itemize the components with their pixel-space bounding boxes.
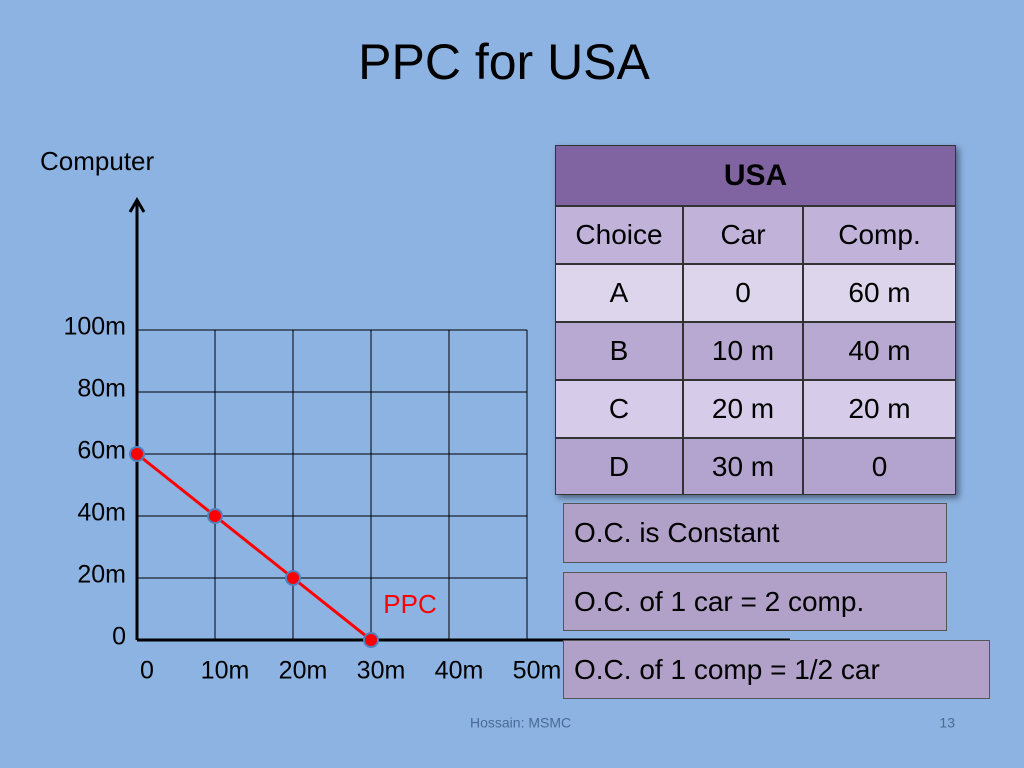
x-tick-label: 20m [279,657,328,685]
page-number: 13 [939,715,955,731]
table-cell: 0 [683,264,803,322]
y-tick-label: 0 [112,623,126,651]
y-axis-label: Computer [40,146,154,176]
y-tick-label: 40m [77,499,126,527]
table-cell: D [555,438,683,495]
table-cell: A [555,264,683,322]
x-tick-label: 30m [357,657,406,685]
data-point [207,508,223,524]
table-cell: 0 [803,438,956,495]
note-box: O.C. is Constant [563,503,947,563]
y-tick-label: 100m [63,313,126,341]
table: USA Choice Car Comp. A 0 60 m B 10 m 40 m C 20 m 20 … [555,145,956,495]
series-label: PPC [383,589,436,619]
table-header-cell: Choice [555,206,683,264]
data-point [363,632,379,648]
x-tick-label: 0 [140,657,154,685]
table-cell: 20 m [803,380,956,438]
table-cell: 40 m [803,322,956,380]
table-cell: 20 m [683,380,803,438]
x-tick-label: 50m [513,657,562,685]
table-cell: B [555,322,683,380]
footer-author: Hossain: MSMC [470,715,571,731]
y-tick-label: 80m [77,375,126,403]
table-header-cell: Car [683,206,803,264]
table-header-cell: Comp. [803,206,956,264]
y-tick-label: 60m [77,437,126,465]
x-tick-label: 40m [435,657,484,685]
data-point [129,446,145,462]
table-cell: 10 m [683,322,803,380]
table-title: USA [555,145,956,206]
slide-title: PPC for USA [358,34,650,90]
note-box: O.C. of 1 comp = 1/2 car [563,640,990,699]
data-point [285,570,301,586]
table-cell: C [555,380,683,438]
note-box: O.C. of 1 car = 2 comp. [563,572,947,631]
ppc-line [136,452,372,642]
table-cell: 60 m [803,264,956,322]
y-tick-label: 20m [77,561,126,589]
x-tick-label: 10m [201,657,250,685]
table-cell: 30 m [683,438,803,495]
y-axis-arrow [128,197,146,213]
